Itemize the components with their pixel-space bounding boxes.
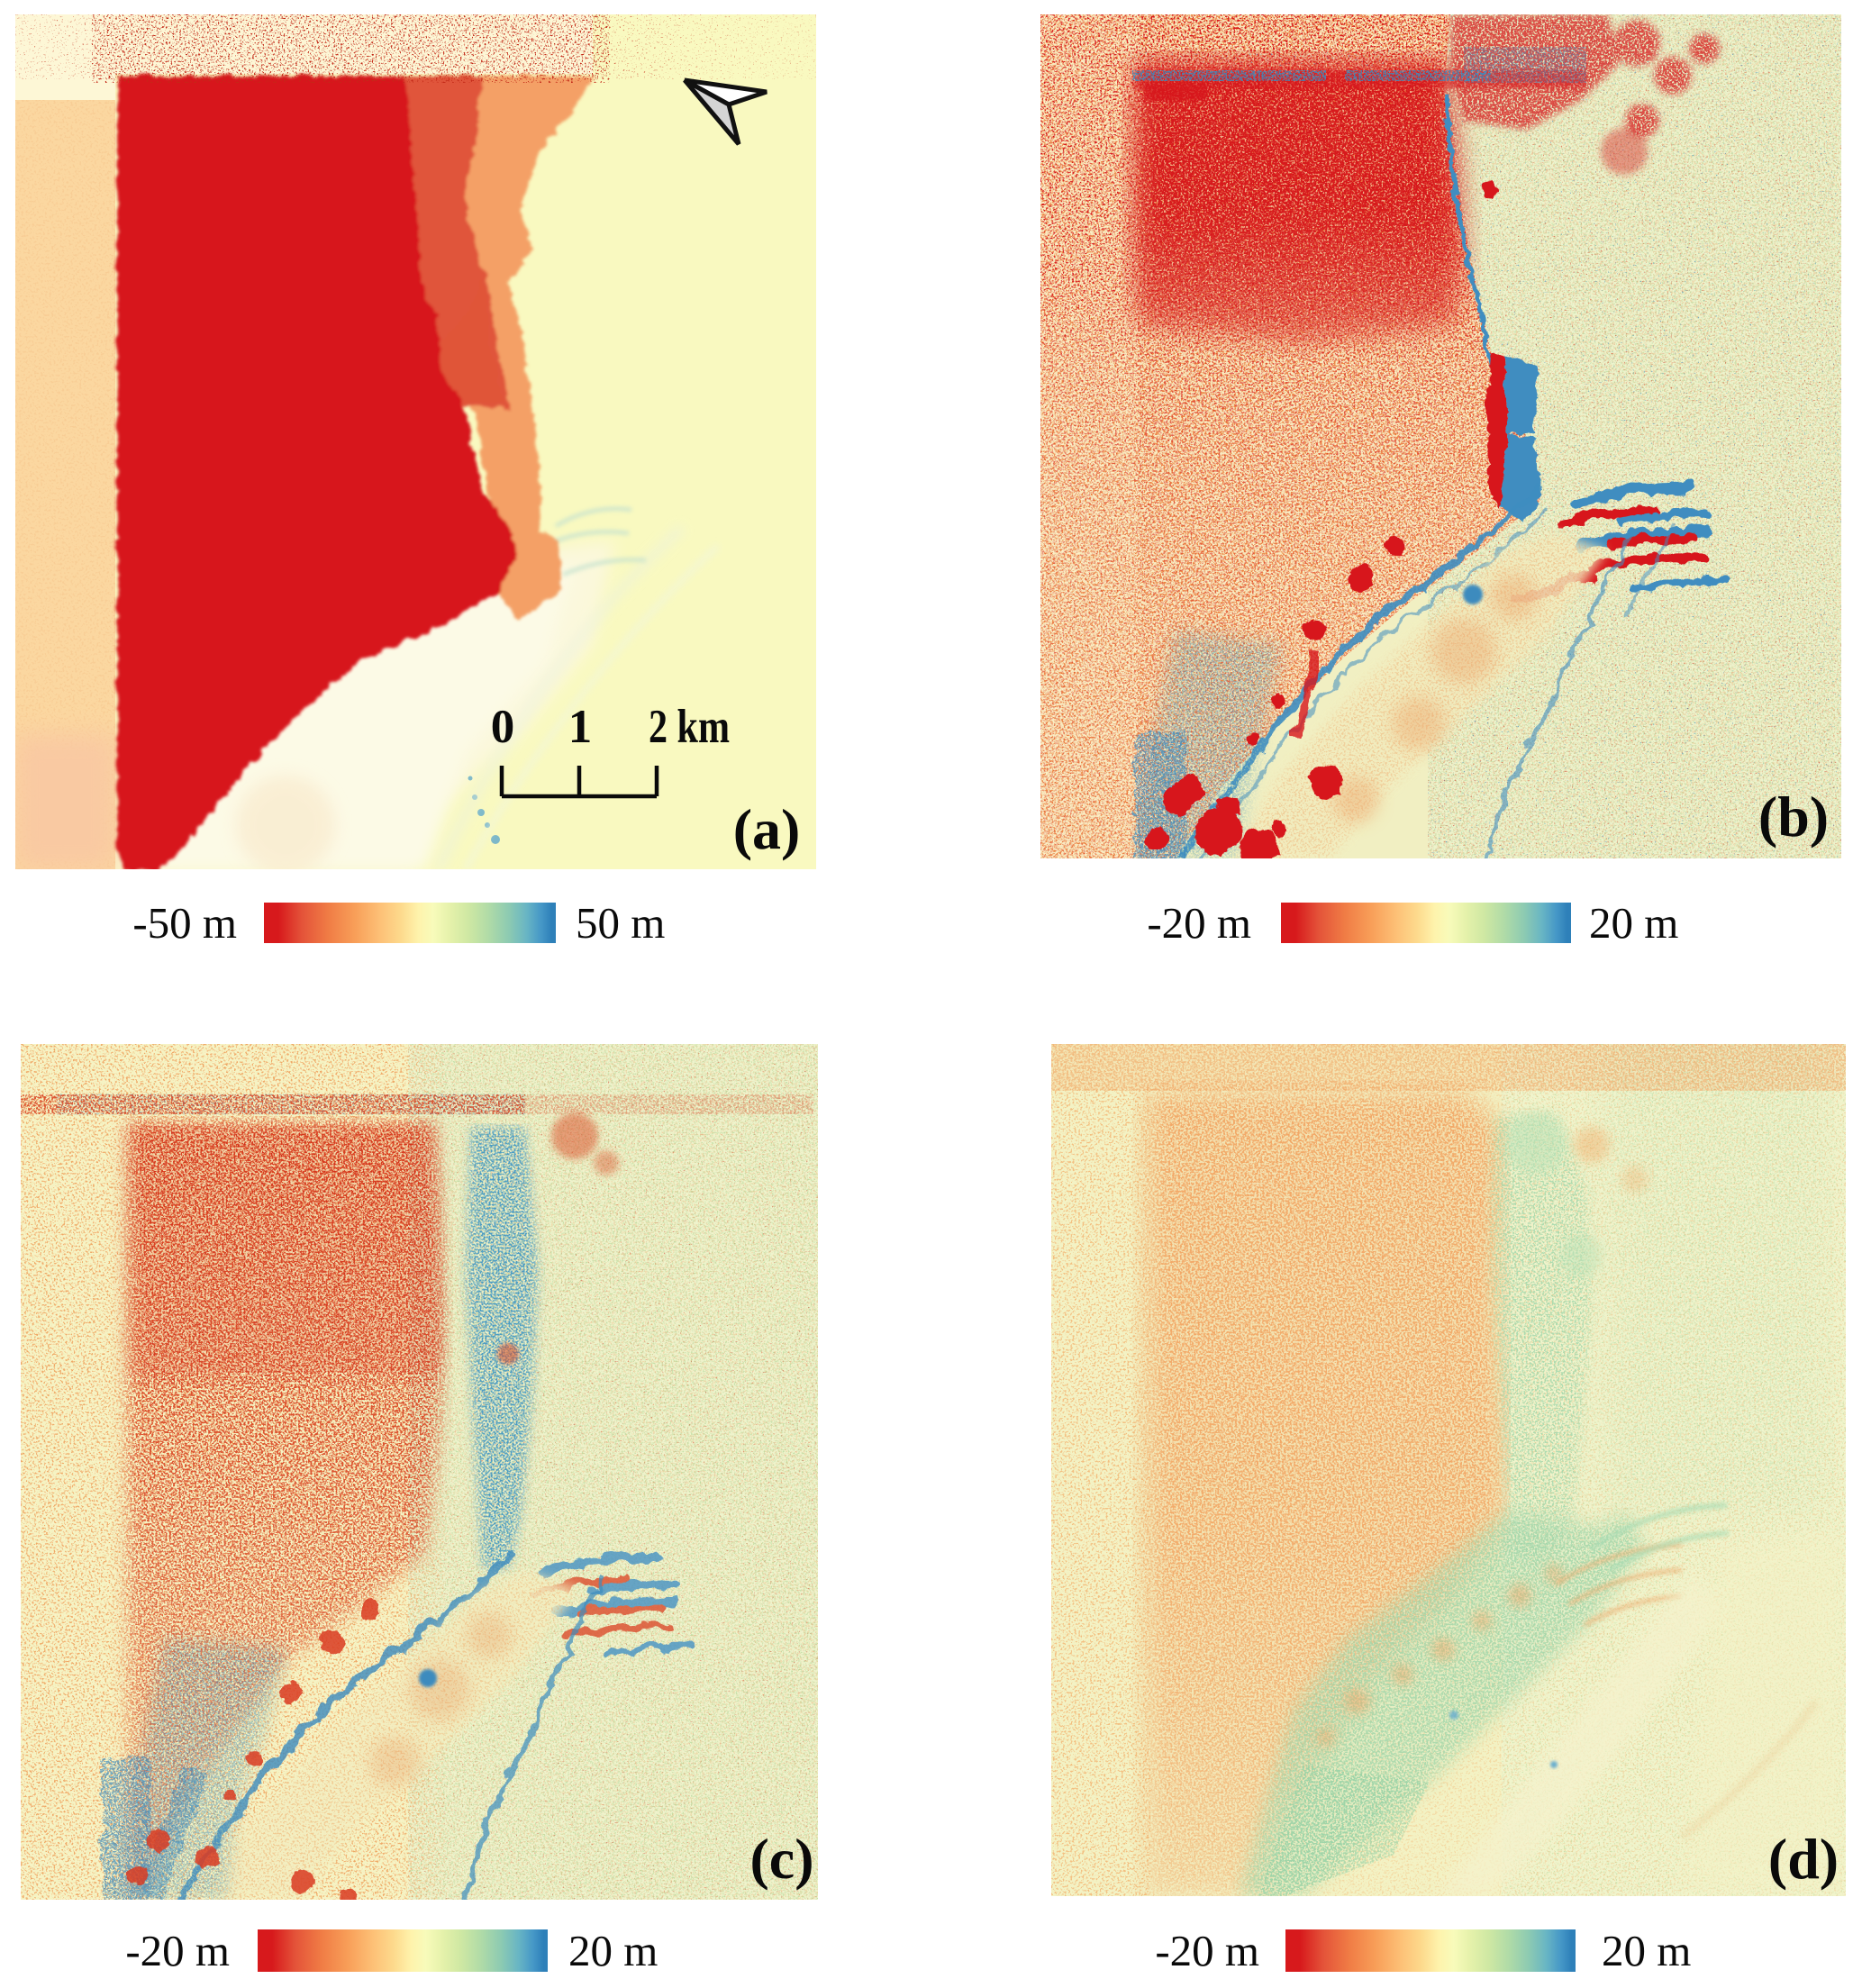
svg-text:-20 m: -20 m [1147, 898, 1251, 948]
svg-text:-20 m: -20 m [1155, 1926, 1259, 1975]
svg-text:50 m: 50 m [576, 898, 665, 948]
svg-text:20 m: 20 m [1589, 898, 1678, 948]
svg-text:-50 m: -50 m [132, 898, 237, 948]
svg-text:2 km: 2 km [649, 701, 730, 753]
svg-text:1: 1 [568, 701, 593, 753]
svg-text:(b): (b) [1758, 785, 1829, 849]
svg-text:0: 0 [491, 701, 515, 753]
svg-text:20 m: 20 m [568, 1926, 658, 1975]
svg-text:20 m: 20 m [1602, 1926, 1691, 1975]
svg-text:-20 m: -20 m [125, 1926, 230, 1975]
svg-text:(c): (c) [749, 1827, 813, 1891]
svg-text:(d): (d) [1768, 1827, 1839, 1891]
svg-text:(a): (a) [733, 797, 801, 861]
